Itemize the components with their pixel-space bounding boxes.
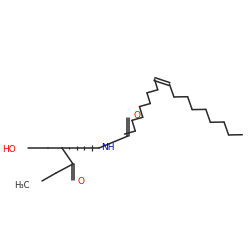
Text: O: O <box>78 178 85 186</box>
Text: HO: HO <box>2 146 16 154</box>
Text: NH: NH <box>101 144 115 152</box>
Text: O: O <box>133 112 140 120</box>
Text: H₃C: H₃C <box>14 182 30 190</box>
Text: CH₃: CH₃ <box>249 130 250 139</box>
